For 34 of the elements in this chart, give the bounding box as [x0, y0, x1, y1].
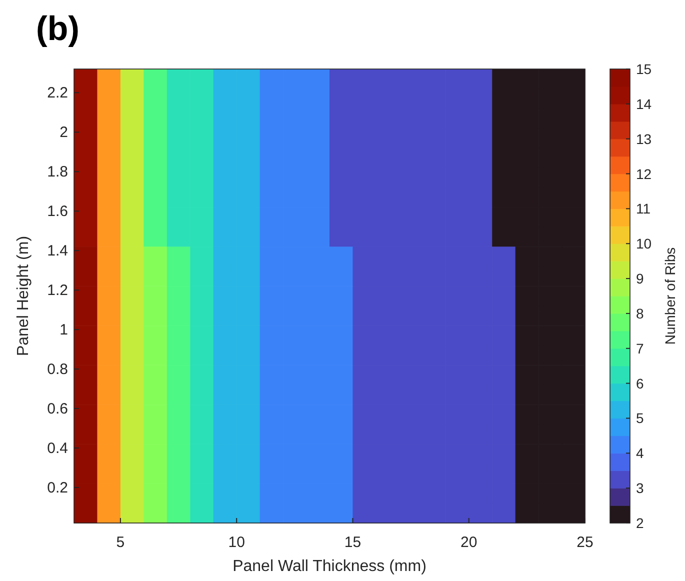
- y-tick-label: 2: [60, 124, 68, 142]
- y-tick-label: 0.6: [47, 400, 68, 418]
- color-bar-label: 2: [636, 515, 644, 531]
- color-bar-label: 8: [636, 305, 644, 322]
- y-tick-label: 0.4: [47, 440, 68, 457]
- color-bar-label: 4: [636, 445, 644, 462]
- y-tick-label: 1.2: [47, 282, 68, 300]
- color-bar-label: 10: [636, 236, 652, 252]
- y-tick-label: 2.2: [47, 84, 68, 102]
- x-tick-label: 20: [460, 534, 478, 551]
- x-tick-label: 25: [576, 534, 594, 551]
- x-tick-label: 15: [344, 534, 362, 551]
- color-bar-label: 15: [636, 61, 652, 77]
- color-bar-label: 13: [636, 130, 652, 147]
- y-tick-label: 0.8: [47, 361, 68, 378]
- color-bar-label: 7: [636, 340, 644, 356]
- y-tick-label: 1.4: [47, 242, 68, 260]
- x-tick-label: 10: [228, 534, 245, 551]
- color-bar-title: Number of Ribs: [662, 247, 678, 345]
- color-bar-label: 9: [636, 270, 644, 287]
- color-bar-label: 3: [636, 480, 644, 496]
- color-bar-label: 6: [636, 375, 644, 392]
- color-bar-label: 5: [636, 410, 644, 426]
- x-tick-label: 5: [116, 534, 125, 551]
- y-tick-label: 1: [60, 322, 68, 339]
- y-tick-label: 1.6: [47, 203, 68, 220]
- color-bar-label: 14: [636, 96, 652, 112]
- color-bar-label: 12: [636, 166, 652, 182]
- y-axis-title: Panel Height (m): [15, 236, 32, 356]
- x-axis-title: Panel Wall Thickness (mm): [232, 558, 426, 575]
- y-tick-label: 1.8: [47, 164, 68, 181]
- chart-title: (b): [36, 10, 80, 48]
- y-tick-label: 0.2: [47, 479, 68, 496]
- color-bar-label: 11: [636, 200, 651, 217]
